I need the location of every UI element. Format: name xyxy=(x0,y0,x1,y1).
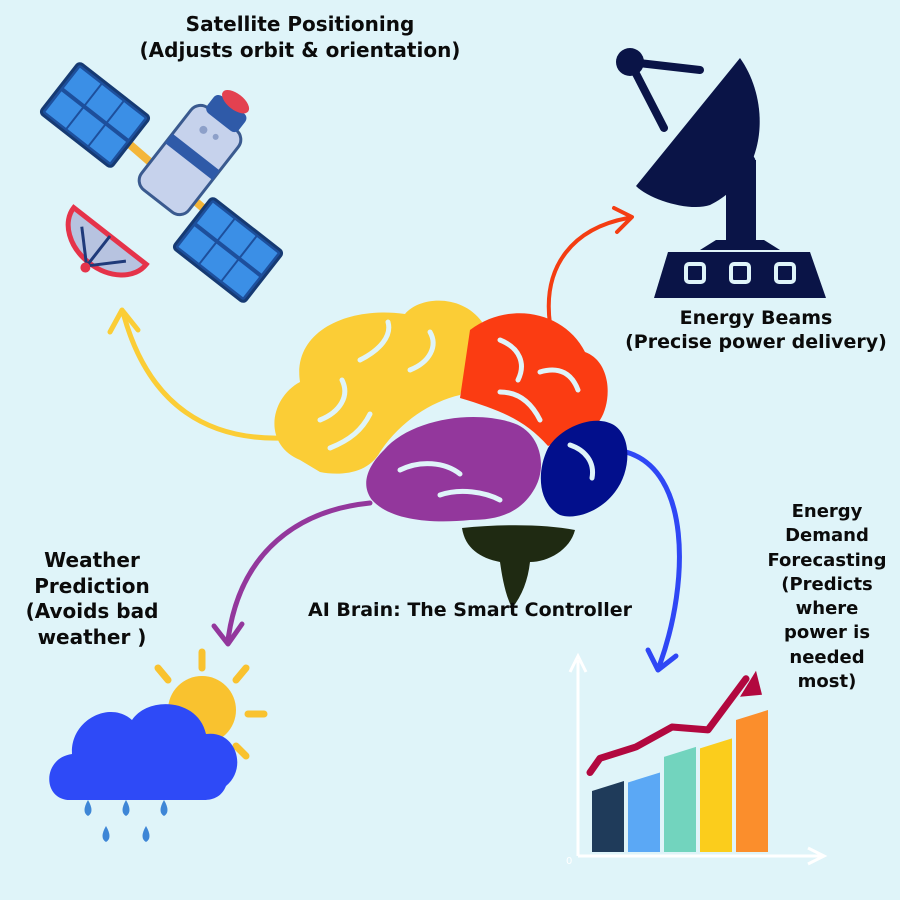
chart-bar-1 xyxy=(592,781,624,852)
brain-frontal-lobe xyxy=(274,300,482,474)
weather-line-1: Weather xyxy=(44,548,140,572)
beams-subtitle: (Precise power delivery) xyxy=(625,331,887,354)
demand-line-4: (Predicts xyxy=(781,573,873,595)
satellite-title: Satellite Positioning xyxy=(185,12,415,36)
brain-parietal-lobe xyxy=(460,313,608,446)
rain-cloud-sun-icon xyxy=(49,648,268,842)
arrow-to-weather xyxy=(211,500,373,647)
beams-title: Energy Beams xyxy=(679,307,833,329)
brain-occipital-lobe xyxy=(540,420,628,517)
demand-line-2: Demand xyxy=(785,525,869,547)
weather-line-3: (Avoids bad xyxy=(25,599,159,624)
chart-origin-label: 0 xyxy=(566,856,572,867)
satellite-dish-icon xyxy=(616,48,826,298)
demand-line-5: where xyxy=(795,598,859,620)
chart-bar-3 xyxy=(664,746,696,852)
demand-line-8: most) xyxy=(797,671,857,693)
weather-prediction-label: Weather Prediction (Avoids bad weather ) xyxy=(6,548,178,650)
weather-line-2: Prediction xyxy=(34,573,150,598)
energy-demand-label: Energy Demand Forecasting (Predicts wher… xyxy=(760,500,894,694)
demand-line-3: Forecasting xyxy=(767,549,887,571)
chart-bar-2 xyxy=(628,772,660,852)
bar-chart-icon: 0 xyxy=(566,652,828,867)
arrow-to-satellite xyxy=(107,307,285,441)
demand-line-7: needed xyxy=(789,646,865,668)
demand-line-1: Energy xyxy=(791,501,863,522)
chart-x-arrow xyxy=(807,846,828,866)
chart-bar-4 xyxy=(700,738,732,852)
ai-brain-label: AI Brain: The Smart Controller xyxy=(308,599,632,621)
arrow-to-energy-beams xyxy=(546,206,634,326)
chart-y-arrow xyxy=(568,652,588,673)
brain-icon xyxy=(274,300,628,608)
brain-stem xyxy=(462,525,575,608)
demand-line-6: power is xyxy=(783,622,871,644)
satellite-icon xyxy=(39,62,284,303)
chart-bar-5 xyxy=(736,710,768,852)
chart-bars xyxy=(592,710,768,852)
arrow-to-demand xyxy=(623,449,682,673)
energy-beams-label: Energy Beams (Precise power delivery) xyxy=(612,306,900,355)
trend-line xyxy=(586,675,750,776)
trend-arrowhead xyxy=(740,670,762,697)
weather-line-4: weather ) xyxy=(37,624,147,649)
satellite-subtitle: (Adjusts orbit & orientation) xyxy=(139,37,461,62)
satellite-positioning-label: Satellite Positioning (Adjusts orbit & o… xyxy=(100,12,500,63)
